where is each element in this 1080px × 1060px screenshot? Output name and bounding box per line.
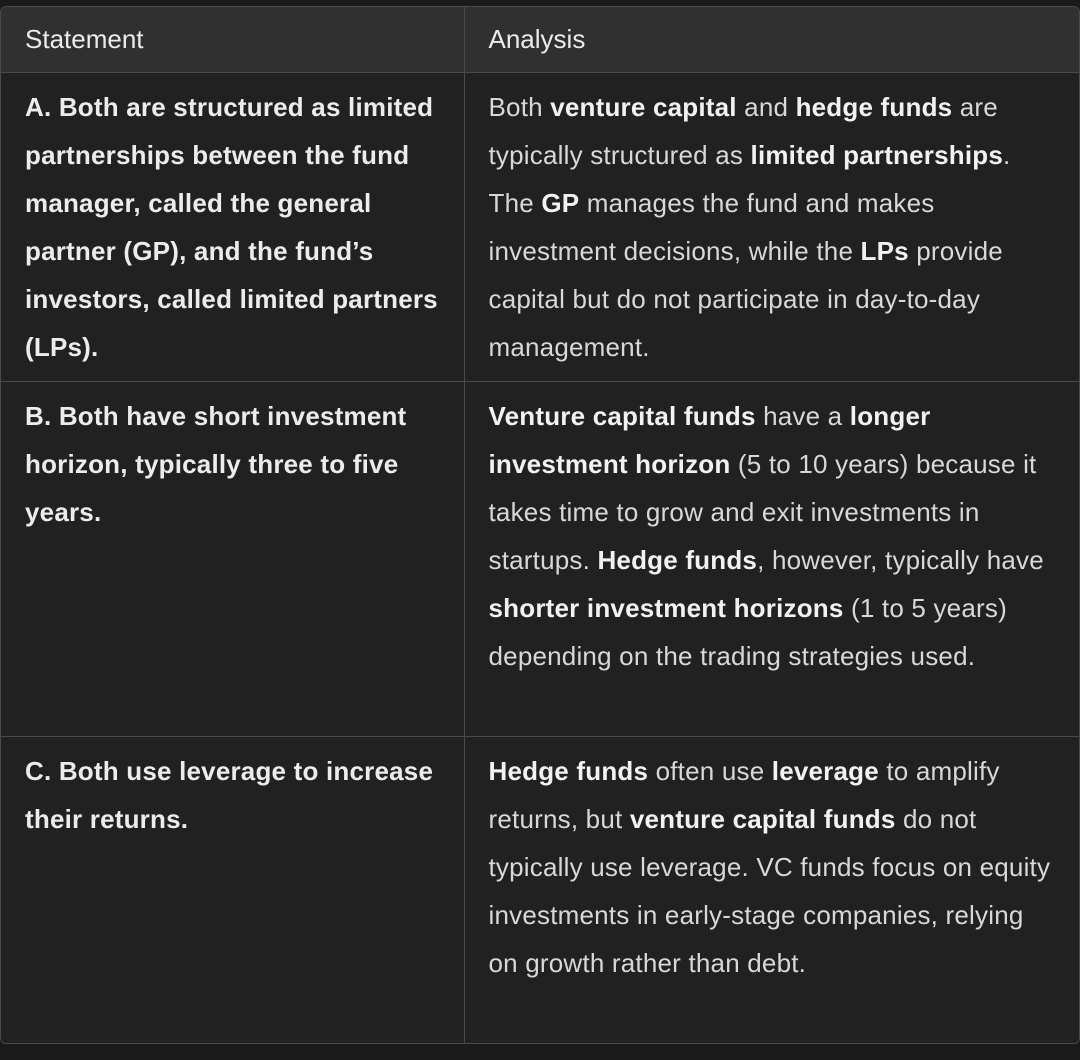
analysis-text: , however, typically have	[757, 545, 1044, 575]
analysis-text: to amplify returns, but	[488, 756, 1000, 834]
comparison-table-container: Statement Analysis A. Both are structure…	[0, 6, 1080, 1044]
analysis-text: . The	[488, 140, 1011, 218]
analysis-cell: Venture capital funds have a longer inve…	[463, 381, 1079, 737]
statement-cell: B. Both have short investment horizon, t…	[1, 381, 464, 737]
analysis-text: and	[736, 92, 796, 122]
table-row: C. Both use leverage to increase their r…	[1, 736, 1079, 1043]
analysis-bold-term: shorter investment horizons	[488, 593, 844, 623]
analysis-cell: Both venture capital and hedge funds are…	[463, 72, 1079, 382]
analysis-bold-term: LPs	[860, 236, 909, 266]
analysis-text: are typically structured as	[488, 92, 998, 170]
analysis-bold-term: venture capital	[550, 92, 737, 122]
table-header-row: Statement Analysis	[1, 7, 1079, 73]
analysis-bold-term: venture capital funds	[629, 804, 896, 834]
analysis-bold-term: leverage	[771, 756, 879, 786]
analysis-text: provide capital but do not participate i…	[488, 236, 1003, 362]
analysis-text: (1 to 5 years) depending on the trading …	[488, 593, 1007, 671]
header-statement: Statement	[1, 7, 464, 73]
statement-cell: C. Both use leverage to increase their r…	[1, 736, 464, 1043]
analysis-text: (5 to 10 years) because it takes time to…	[488, 449, 1037, 575]
analysis-bold-term: Venture capital funds	[488, 401, 756, 431]
analysis-bold-term: GP	[541, 188, 580, 218]
analysis-text: Both	[488, 92, 551, 122]
analysis-cell: Hedge funds often use leverage to amplif…	[463, 736, 1079, 1043]
analysis-bold-term: Hedge funds	[488, 756, 649, 786]
table-row: A. Both are structured as limited partne…	[1, 72, 1079, 382]
analysis-bold-term: Hedge funds	[597, 545, 758, 575]
analysis-bold-term: hedge funds	[795, 92, 953, 122]
table-row: B. Both have short investment horizon, t…	[1, 381, 1079, 737]
comparison-table: Statement Analysis A. Both are structure…	[1, 7, 1079, 1043]
analysis-text: have a	[755, 401, 850, 431]
analysis-text: do not typically use leverage. VC funds …	[488, 804, 1051, 978]
statement-cell: A. Both are structured as limited partne…	[25, 92, 438, 362]
analysis-text: often use	[648, 756, 772, 786]
analysis-bold-term: longer investment horizon	[488, 401, 931, 479]
analysis-text: manages the fund and makes investment de…	[488, 188, 935, 266]
analysis-bold-term: limited partnerships	[750, 140, 1004, 170]
header-analysis: Analysis	[463, 7, 1079, 73]
